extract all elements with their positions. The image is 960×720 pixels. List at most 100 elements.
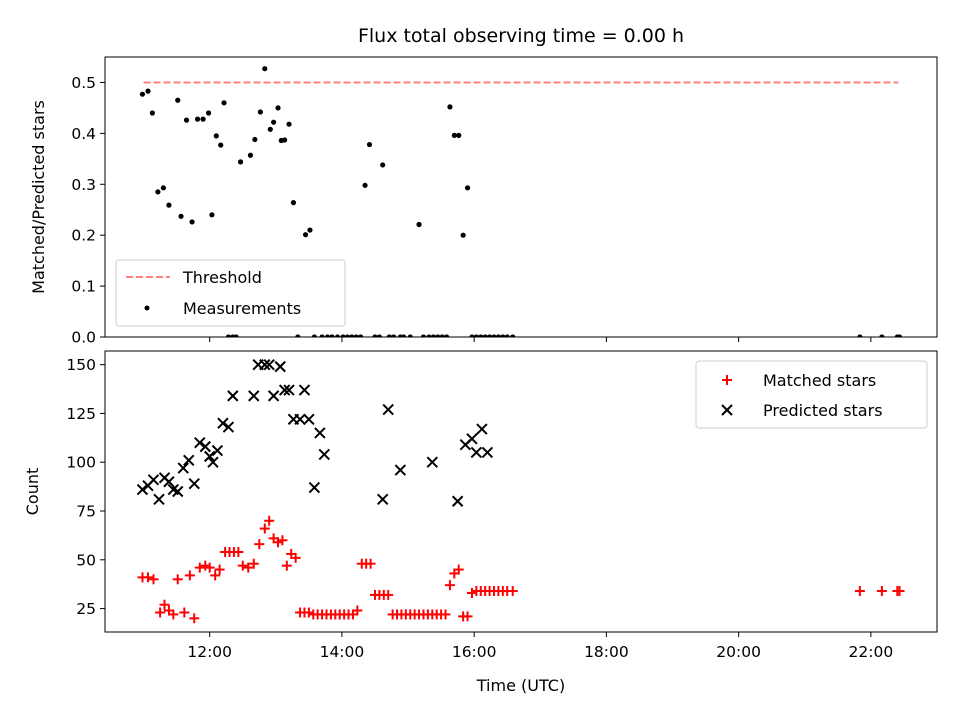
matched-star-point xyxy=(281,560,292,571)
matched-star-point xyxy=(383,589,394,600)
ratio-y-tick-label: 0.2 xyxy=(71,227,96,245)
measurement-point xyxy=(353,334,359,337)
measurement-point xyxy=(257,109,263,115)
measurement-point xyxy=(139,91,146,97)
predicted-star-point xyxy=(308,481,321,494)
predicted-star-point xyxy=(194,437,206,449)
measurement-point xyxy=(247,152,254,158)
measurement-point xyxy=(510,334,516,337)
predicted-star-point xyxy=(227,390,239,402)
count-legend-box xyxy=(695,360,928,429)
count-y-tick-label: 150 xyxy=(66,356,96,374)
measurement-point xyxy=(218,142,224,148)
matched-star-point xyxy=(200,560,211,571)
matched-star-point xyxy=(179,607,190,618)
predicted-star-point xyxy=(303,413,315,426)
measurement-points xyxy=(139,66,903,337)
measurement-point xyxy=(311,334,317,337)
measurement-point xyxy=(271,119,277,125)
count-legend: Matched stars Predicted stars xyxy=(695,360,928,429)
measurement-point xyxy=(386,334,392,337)
count-y-tick-label: 100 xyxy=(66,454,96,472)
measurement-point xyxy=(391,334,397,337)
matched-star-point xyxy=(189,613,200,624)
measurement-point xyxy=(495,334,502,337)
matched-legend-marker xyxy=(722,375,732,385)
measurement-point xyxy=(482,334,488,337)
matched-star-point xyxy=(854,586,865,597)
predicted-legend-label: Predicted stars xyxy=(763,401,883,420)
measurement-point xyxy=(178,213,184,219)
predicted-star-point xyxy=(476,423,488,435)
predicted-star-point xyxy=(318,448,331,461)
measurement-point xyxy=(329,334,335,337)
matched-star-point xyxy=(148,574,159,585)
predicted-star-point xyxy=(211,444,224,457)
measurement-point xyxy=(464,185,471,191)
measurement-point xyxy=(879,334,885,337)
count-plot-frame xyxy=(104,350,938,633)
measurement-point xyxy=(149,110,155,116)
measurement-point xyxy=(435,334,441,337)
matched-star-point xyxy=(168,609,179,620)
ratio-y-tick-label: 0.4 xyxy=(71,125,96,143)
predicted-star-point xyxy=(267,390,280,402)
count-y-tick-label: 125 xyxy=(66,405,96,423)
predicted-star-point xyxy=(222,421,235,433)
predicted-star-point xyxy=(136,483,149,496)
count-y-tick-label: 50 xyxy=(76,551,96,569)
measurement-point xyxy=(426,334,432,337)
predicted-star-point xyxy=(147,474,160,486)
measurement-point xyxy=(295,334,301,337)
measurement-point xyxy=(302,232,309,238)
threshold-legend-label: Threshold xyxy=(182,268,262,287)
measurement-point xyxy=(473,334,479,337)
count-series xyxy=(136,358,905,624)
predicted-star-point xyxy=(199,440,211,453)
predicted-star-point xyxy=(153,493,165,506)
predicted-star-point xyxy=(177,462,189,474)
ratio-legend-box xyxy=(115,259,346,327)
matched-star-point xyxy=(303,607,314,618)
matched-star-point xyxy=(194,562,205,573)
measurement-point xyxy=(362,182,368,188)
measurement-point xyxy=(145,88,151,94)
ratio-legend: Threshold Measurements xyxy=(115,259,346,327)
measurement-point xyxy=(344,334,351,337)
predicted-star-point xyxy=(470,446,483,459)
predicted-star-point xyxy=(283,384,295,396)
measurement-point xyxy=(349,334,355,337)
measurement-point xyxy=(209,212,215,218)
matched-star-point xyxy=(264,515,275,526)
measurement-point xyxy=(451,132,457,138)
predicted-legend-marker xyxy=(721,404,733,416)
predicted-star-point xyxy=(188,477,200,490)
matched-legend-swatch xyxy=(722,375,732,385)
ratio-y-tick-label: 0.5 xyxy=(71,74,96,92)
measurement-point xyxy=(200,116,206,122)
predicted-legend-swatch xyxy=(721,404,733,416)
matched-star-point xyxy=(876,586,887,597)
predicted-star-point xyxy=(394,464,407,476)
measurement-point xyxy=(166,202,172,208)
measurement-point xyxy=(486,334,493,337)
matched-star-point xyxy=(894,586,905,597)
measurement-point xyxy=(307,227,313,233)
measurement-point xyxy=(447,104,453,110)
measurement-point xyxy=(155,189,161,195)
matched-star-point xyxy=(214,564,225,575)
measurement-point xyxy=(380,162,386,168)
measurement-point xyxy=(372,334,378,337)
measurement-point xyxy=(407,334,413,337)
matched-star-point xyxy=(440,609,451,620)
measurements-legend-label: Measurements xyxy=(183,299,301,318)
measurement-point xyxy=(237,159,244,165)
predicted-star-point xyxy=(466,433,478,445)
predicted-star-point xyxy=(376,493,389,506)
matched-star-point xyxy=(444,580,455,591)
matched-star-point xyxy=(507,586,518,597)
predicted-star-point xyxy=(263,358,275,371)
count-y-axis-label: Count xyxy=(23,468,42,516)
